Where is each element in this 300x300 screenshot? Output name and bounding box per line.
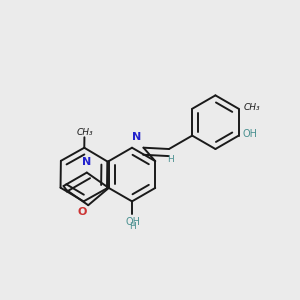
Text: N: N [82, 157, 91, 167]
Text: N: N [132, 132, 142, 142]
Text: CH₃: CH₃ [76, 128, 93, 136]
Text: H: H [167, 155, 174, 164]
Text: H: H [130, 222, 136, 231]
Text: CH₃: CH₃ [243, 103, 260, 112]
Text: OH: OH [243, 129, 258, 139]
Text: O: O [78, 207, 87, 217]
Text: OH: OH [125, 217, 140, 227]
